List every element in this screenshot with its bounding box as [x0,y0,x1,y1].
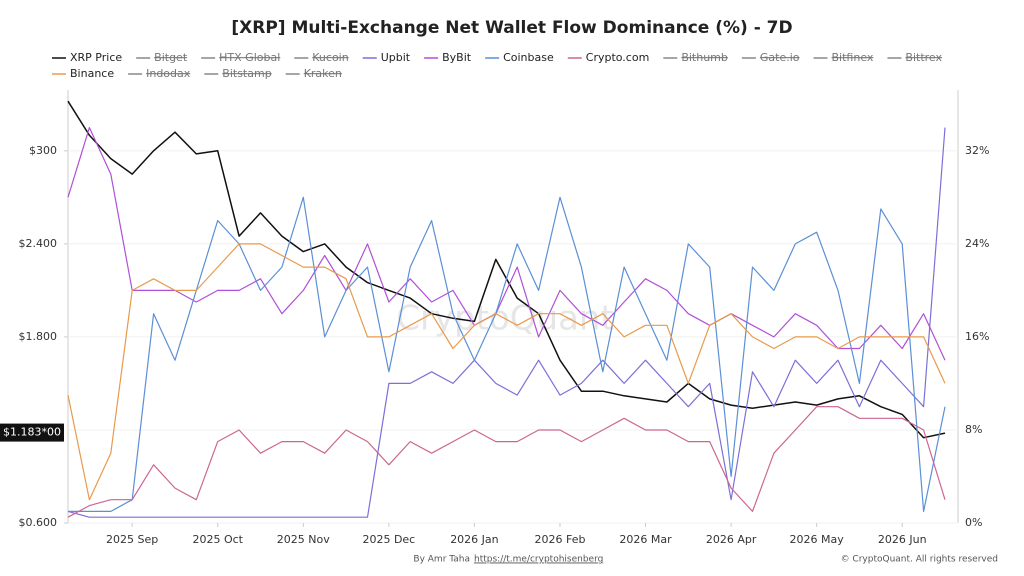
y2-tick-label: 0% [965,516,982,529]
legend-label: Bitfinex [832,51,874,64]
series-line [67,127,946,361]
legend-label: Crypto.com [586,51,650,64]
footer: By Amr Taha https://t.me/cryptohisenberg… [413,555,998,565]
legend-label: XRP Price [70,51,122,64]
legend-label: HTX Global [219,51,280,64]
legend-label: Upbit [381,51,411,64]
legend-item[interactable]: Kucoin [294,51,349,64]
legend-label: Bitget [154,51,188,64]
legend-label: Kraken [304,67,342,80]
legend-label: Kucoin [312,51,348,64]
legend-item[interactable]: Bitstamp [204,67,272,80]
y2-tick-label: 32% [965,144,989,157]
x-tick-label: 2026 Feb [534,533,585,546]
series-line [68,196,946,512]
legend-label: Gate.io [760,51,800,64]
legend-item[interactable]: Bithumb [663,51,728,64]
legend-item[interactable]: Bitfinex [813,51,874,64]
copyright: © CryptoQuant. All rights reserved [841,555,998,565]
legend-label: Binance [70,67,114,80]
y2-tick-label: 16% [965,330,989,343]
current-value-label: $1.183*00 [3,426,61,439]
legend-item[interactable]: Indodax [128,67,191,80]
y-tick-label: $1.800 [19,330,58,343]
x-tick-label: 2025 Oct [192,533,243,546]
x-tick-label: 2025 Nov [277,533,330,546]
x-tick-label: 2026 Jun [878,533,927,546]
legend-item[interactable]: HTX Global [201,51,280,64]
legend-item[interactable]: Bittrex [887,51,943,64]
current-value-badge [0,423,64,442]
credit: By Amr Taha [413,555,470,565]
chart-title: [XRP] Multi-Exchange Net Wallet Flow Dom… [231,18,792,38]
legend-item[interactable]: Gate.io [741,51,800,64]
legend-label: Bithumb [681,51,728,64]
series-line [67,406,946,518]
legend-item[interactable]: Bitget [136,51,188,64]
x-tick-label: 2026 Apr [706,533,757,546]
legend-item[interactable]: XRP Price [52,51,122,64]
legend-item[interactable]: Kraken [285,67,342,80]
legend-item[interactable]: ByBit [424,51,472,64]
x-tick-label: 2026 May [790,533,845,546]
legend-label: ByBit [442,51,472,64]
legend-label: Coinbase [503,51,554,64]
series-line [67,100,946,439]
series-line [67,127,946,518]
legend-item[interactable]: Coinbase [485,51,554,64]
y2-tick-label: 24% [965,237,989,250]
y2-tick-label: 8% [965,423,982,436]
x-tick-label: 2025 Sep [106,533,158,546]
legend-label: Bittrex [905,51,942,64]
legend-item[interactable]: Crypto.com [567,51,650,64]
x-tick-label: 2025 Dec [362,533,415,546]
x-tick-label: 2026 Mar [619,533,672,546]
legend-item[interactable]: Binance [52,67,114,80]
credit-link[interactable]: https://t.me/cryptohisenberg [474,555,603,565]
x-tick-label: 2026 Jan [450,533,498,546]
y-tick-label: $300 [29,144,57,157]
legend-label: Bitstamp [222,67,271,80]
series-line [67,243,946,501]
legend-item[interactable]: Upbit [362,51,411,64]
y-tick-label: $0.600 [19,516,58,529]
y-tick-label: $2.400 [19,237,58,250]
legend-label: Indodax [146,67,191,80]
